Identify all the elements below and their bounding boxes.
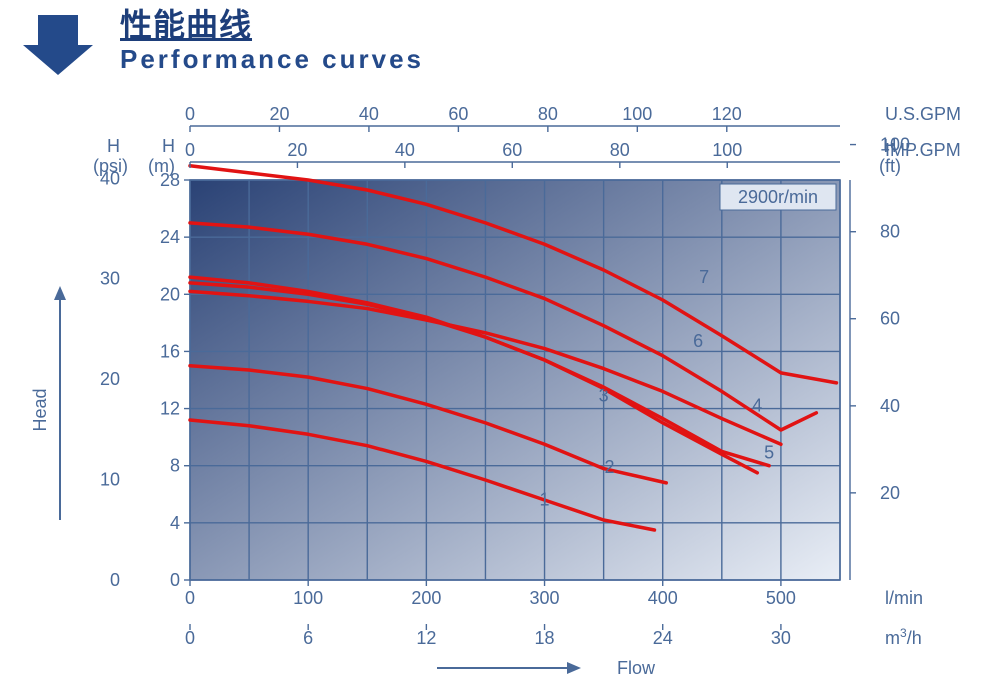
svg-text:20: 20 (287, 140, 307, 160)
curve-label-5: 5 (764, 443, 774, 463)
svg-text:12: 12 (416, 628, 436, 648)
svg-text:IMP.GPM: IMP.GPM (885, 140, 961, 160)
svg-text:16: 16 (160, 341, 180, 361)
svg-text:20: 20 (160, 284, 180, 304)
svg-text:30: 30 (100, 269, 120, 289)
svg-text:40: 40 (395, 140, 415, 160)
svg-text:80: 80 (880, 222, 900, 242)
svg-text:24: 24 (160, 227, 180, 247)
svg-text:0: 0 (110, 570, 120, 590)
svg-text:0: 0 (185, 588, 195, 608)
svg-text:80: 80 (538, 104, 558, 124)
curve-label-1: 1 (540, 490, 550, 510)
axis-head-label: Head (30, 388, 50, 431)
svg-text:6: 6 (303, 628, 313, 648)
svg-text:0: 0 (185, 140, 195, 160)
svg-text:20: 20 (880, 483, 900, 503)
svg-text:4: 4 (170, 513, 180, 533)
performance-chart: 12345672900r/min0481216202428H(m)0102030… (0, 0, 994, 692)
svg-text:100: 100 (293, 588, 323, 608)
rpm-label: 2900r/min (738, 187, 818, 207)
svg-text:0: 0 (185, 104, 195, 124)
svg-text:0: 0 (185, 628, 195, 648)
svg-text:m3/h: m3/h (885, 626, 922, 648)
svg-text:(m): (m) (148, 156, 175, 176)
svg-text:10: 10 (100, 470, 120, 490)
curve-label-2: 2 (605, 457, 615, 477)
svg-text:300: 300 (530, 588, 560, 608)
svg-text:18: 18 (535, 628, 555, 648)
svg-text:30: 30 (771, 628, 791, 648)
svg-text:12: 12 (160, 399, 180, 419)
svg-text:(psi): (psi) (93, 156, 128, 176)
svg-text:U.S.GPM: U.S.GPM (885, 104, 961, 124)
curve-label-7: 7 (699, 267, 709, 287)
svg-text:H: H (107, 136, 120, 156)
axis-flow-label: Flow (617, 658, 656, 678)
svg-text:100: 100 (712, 140, 742, 160)
svg-text:100: 100 (622, 104, 652, 124)
svg-text:24: 24 (653, 628, 673, 648)
svg-text:H: H (162, 136, 175, 156)
svg-text:40: 40 (880, 396, 900, 416)
svg-text:20: 20 (269, 104, 289, 124)
svg-text:60: 60 (502, 140, 522, 160)
svg-text:40: 40 (359, 104, 379, 124)
svg-text:0: 0 (170, 570, 180, 590)
svg-text:400: 400 (648, 588, 678, 608)
curve-label-6: 6 (693, 331, 703, 351)
svg-text:120: 120 (712, 104, 742, 124)
svg-text:500: 500 (766, 588, 796, 608)
svg-text:60: 60 (880, 309, 900, 329)
svg-text:60: 60 (448, 104, 468, 124)
svg-text:l/min: l/min (885, 588, 923, 608)
svg-text:20: 20 (100, 369, 120, 389)
svg-text:200: 200 (411, 588, 441, 608)
svg-text:8: 8 (170, 456, 180, 476)
svg-text:80: 80 (610, 140, 630, 160)
